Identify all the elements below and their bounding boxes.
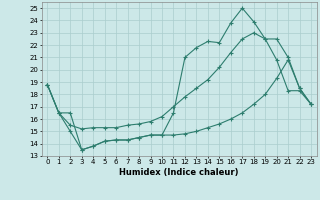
X-axis label: Humidex (Indice chaleur): Humidex (Indice chaleur) [119,168,239,177]
